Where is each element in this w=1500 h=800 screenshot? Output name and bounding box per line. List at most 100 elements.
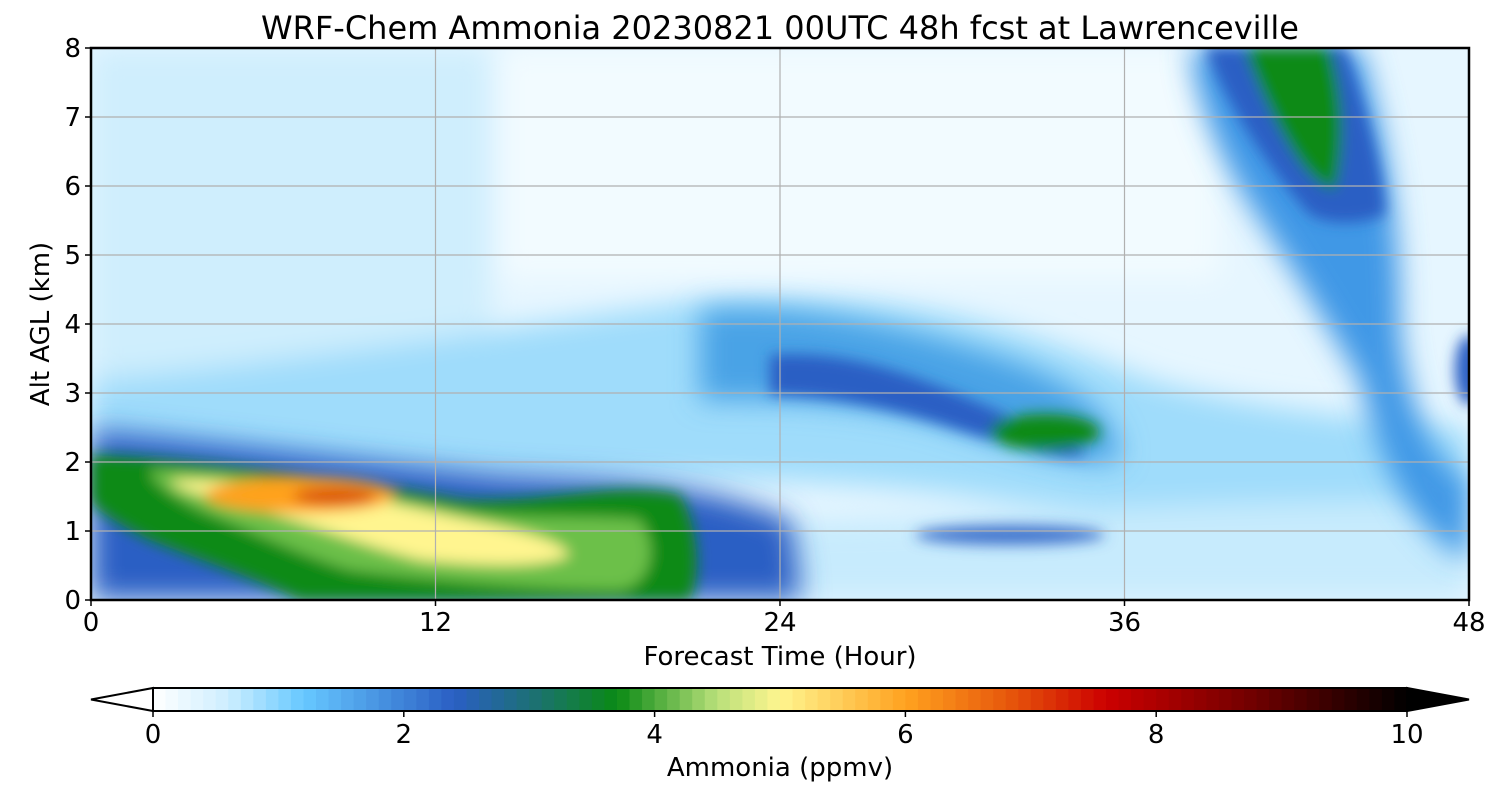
colorbar-segment [955,688,969,711]
colorbar-segment [165,688,179,711]
colorbar-segment [1018,688,1032,711]
colorbar-segment [1068,688,1082,711]
colorbar-tick-label: 0 [145,720,162,750]
colorbar-segment [817,688,831,711]
colorbar-segment [880,688,894,711]
y-tick-label: 7 [64,103,81,133]
colorbar-segment [629,688,643,711]
colorbar-segment [491,688,505,711]
colorbar-segment [1356,688,1370,711]
colorbar-segment [278,688,292,711]
field-upper-left [91,48,491,378]
colorbar-segment [855,688,869,711]
colorbar-segment [1106,688,1120,711]
colorbar-segment [1369,688,1383,711]
colorbar-segment [842,688,856,711]
colorbar-frame [152,687,1408,712]
colorbar-segment [830,688,844,711]
colorbar-segment [579,688,593,711]
colorbar-segment [1306,688,1320,711]
colorbar-segment [654,688,668,711]
colorbar-extend-high [1406,686,1470,713]
colorbar-segment [679,688,693,711]
colorbar-segment [1005,688,1019,711]
colorbar-segment [780,688,794,711]
colorbar-segment [767,688,781,711]
colorbar-extend-low [90,686,154,713]
colorbar-segment [943,688,957,711]
y-axis-ticks: 0 1 2 3 4 5 6 7 8 [64,34,91,616]
y-tick-label: 0 [64,586,81,616]
colorbar-segment [729,688,743,711]
colorbar-segment [541,688,555,711]
colorbar-segment [316,688,330,711]
colorbar: 0 2 4 6 8 10 Ammonia (ppmv) [90,686,1470,783]
colorbar-segment [1243,688,1258,711]
y-tick-label: 4 [64,310,81,340]
colorbar-segment [616,688,631,711]
colorbar-segment [403,688,417,711]
colorbar-segment [516,688,530,711]
colorbar-segment [717,688,731,711]
colorbar-segment [1206,688,1220,711]
colorbar-segment [1381,688,1396,711]
colorbar-segment [905,688,919,711]
colorbar-segment [792,688,806,711]
colorbar-segment [1093,688,1107,711]
y-tick-label: 1 [64,517,81,547]
colorbar-segment [1181,688,1195,711]
colorbar-segment [591,688,606,711]
colorbar-segment [504,688,518,711]
colorbar-segment [378,688,392,711]
colorbar-segment [892,688,906,711]
y-tick-label: 3 [64,379,81,409]
colorbar-segment [704,688,718,711]
colorbar-segment [529,688,543,711]
colorbar-segment [1231,688,1245,711]
colorbar-segment [441,688,455,711]
colorbar-segment [566,688,580,711]
colorbar-segment [303,688,317,711]
x-tick-label: 24 [763,608,796,638]
colorbar-segment [265,688,279,711]
colorbar-segment [453,688,468,711]
colorbar-segment [1394,688,1408,711]
colorbar-segments [153,688,1408,711]
colorbar-segment [930,688,944,711]
colorbar-segment [1331,688,1345,711]
colorbar-segment [1281,688,1295,711]
x-tick-label: 12 [419,608,452,638]
colorbar-segment [1218,688,1233,711]
colorbar-label: Ammonia (ppmv) [667,753,893,783]
colorbar-segment [554,688,568,711]
colorbar-segment [1030,688,1044,711]
surface-plume-core [293,487,377,505]
upper-plume-outer [1190,48,1469,560]
colorbar-segment [754,688,769,711]
colorbar-segment [215,688,229,711]
colorbar-segment [1344,688,1358,711]
colorbar-segment [1055,688,1070,711]
colorbar-segment [366,688,380,711]
colorbar-segment [1256,688,1270,711]
field-upper-pale [500,48,1220,278]
colorbar-segment [1131,688,1145,711]
colorbar-segment [642,688,656,711]
colorbar-segment [479,688,493,711]
colorbar-segment [1156,688,1170,711]
colorbar-segment [993,688,1007,711]
colorbar-segment [805,688,819,711]
colorbar-segment [190,688,204,711]
colorbar-segment [353,688,367,711]
colorbar-segment [178,688,192,711]
colorbar-segment [466,688,480,711]
colorbar-segment [391,688,405,711]
colorbar-segment [1080,688,1095,711]
colorbar-segment [341,688,355,711]
y-tick-label: 5 [64,241,81,271]
colorbar-tick-label: 6 [897,720,914,750]
colorbar-segment [1118,688,1132,711]
colorbar-tick-label: 2 [396,720,413,750]
colorbar-segment [980,688,994,711]
